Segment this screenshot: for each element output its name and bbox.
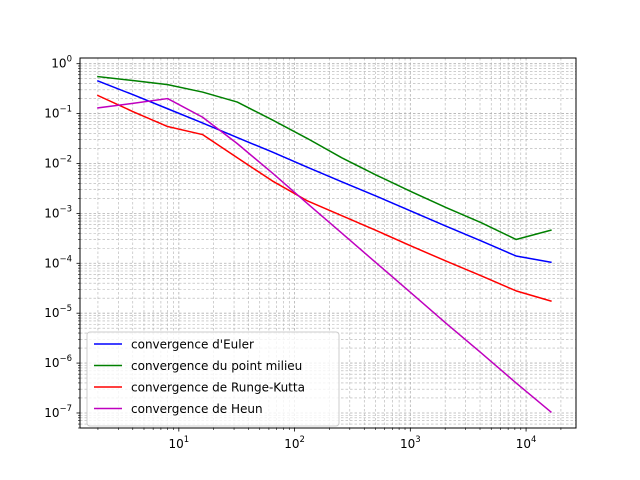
legend-label-2: convergence du point milieu xyxy=(131,359,302,373)
series-lines xyxy=(96,75,552,413)
legend-box xyxy=(86,331,340,427)
x-tick-label: 104 xyxy=(516,435,537,451)
x-tick-label: 101 xyxy=(168,435,189,451)
axes-frame xyxy=(79,57,577,429)
x-tick-label: 103 xyxy=(400,435,421,451)
legend-label-3: convergence de Runge-Kutta xyxy=(131,381,305,395)
axis-ticks: 101 102 103 104 10−7 10−6 10−5 10−4 10−3 10−2 10−1… xyxy=(44,55,562,451)
legend-label-4: convergence de Heun xyxy=(131,402,263,416)
y-tick-label: 10−6 xyxy=(44,354,72,370)
y-tick-label: 10−4 xyxy=(44,254,72,270)
series-line-4 xyxy=(97,97,552,413)
legend: convergence d'Euler convergence du point … xyxy=(86,331,340,427)
y-tick-label: 10−1 xyxy=(44,105,72,121)
legend-label-1: convergence d'Euler xyxy=(131,338,254,352)
series-line-3 xyxy=(96,94,552,302)
y-tick-label: 100 xyxy=(51,55,72,71)
y-tick-label: 10−2 xyxy=(44,154,72,170)
series-line-1 xyxy=(96,80,552,264)
y-tick-label: 10−5 xyxy=(44,304,72,320)
x-tick-label: 102 xyxy=(284,435,305,451)
y-tick-label: 10−3 xyxy=(44,204,72,220)
series-line-2 xyxy=(97,75,552,241)
y-tick-label: 10−7 xyxy=(44,404,72,420)
